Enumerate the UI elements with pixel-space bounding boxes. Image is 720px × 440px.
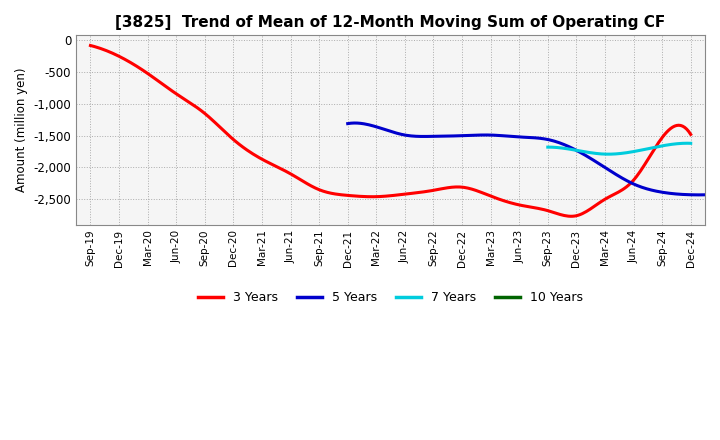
Legend: 3 Years, 5 Years, 7 Years, 10 Years: 3 Years, 5 Years, 7 Years, 10 Years <box>194 286 588 309</box>
Title: [3825]  Trend of Mean of 12-Month Moving Sum of Operating CF: [3825] Trend of Mean of 12-Month Moving … <box>115 15 666 30</box>
Y-axis label: Amount (million yen): Amount (million yen) <box>15 68 28 192</box>
